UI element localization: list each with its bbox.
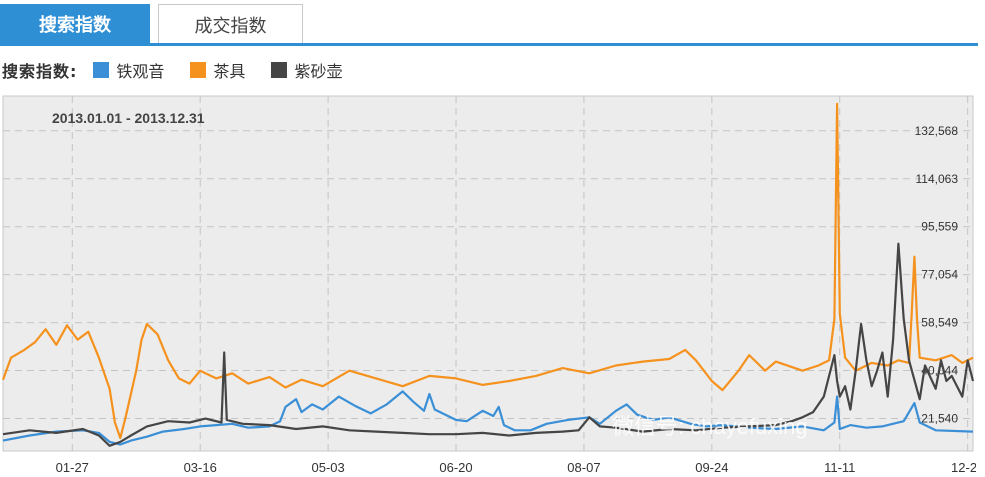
index-tab-bar: 搜索指数 成交指数 <box>0 0 978 46</box>
y-tick-label: 132,568 <box>915 124 959 138</box>
series-line-0 <box>2 390 974 446</box>
y-tick-label: 77,054 <box>921 268 958 282</box>
legend-item-zisha-teapot[interactable]: 紫砂壶 <box>271 58 342 82</box>
x-tick-label: 01-27 <box>56 460 89 475</box>
tab-transaction-index[interactable]: 成交指数 <box>158 4 303 44</box>
tab-underline <box>0 43 978 46</box>
search-index-chart: 21,540 40,044 58,549 77,054 95,559 114,063 132… <box>0 94 976 477</box>
x-tick-label: 06-20 <box>439 460 472 475</box>
y-tick-label: 114,063 <box>916 172 959 186</box>
x-tick-label: 03-16 <box>184 460 217 475</box>
x-tick-label: 08-07 <box>567 460 600 475</box>
x-tick-label: 09-24 <box>695 460 728 475</box>
legend-title: 搜索指数: <box>2 62 78 81</box>
legend-label-zisha-teapot: 紫砂壶 <box>294 62 343 81</box>
legend-swatch-tieguanyin <box>93 62 110 78</box>
tab-search-index[interactable]: 搜索指数 <box>0 4 150 44</box>
y-tick-label: 21,540 <box>921 412 958 426</box>
legend-swatch-tea-set <box>190 62 207 78</box>
legend-swatch-zisha-teapot <box>271 62 288 78</box>
legend-item-tea-set[interactable]: 茶具 <box>190 58 245 82</box>
watermark-text: 微信号: chayefuxing <box>612 414 808 439</box>
y-tick-label: 58,549 <box>921 316 958 330</box>
x-tick-label: 12-29 <box>951 460 976 475</box>
legend-item-tieguanyin[interactable]: 铁观音 <box>93 58 164 82</box>
plot-area <box>2 95 974 452</box>
legend-label-tea-set: 茶具 <box>213 62 246 81</box>
chart-date-range: 2013.01.01 - 2013.12.31 <box>52 110 205 126</box>
y-tick-label: 95,559 <box>921 220 958 234</box>
legend-label-tieguanyin: 铁观音 <box>116 62 165 81</box>
chart-svg: 21,54040,04458,54977,05495,559114,063132… <box>1 95 976 475</box>
x-tick-label: 05-03 <box>311 460 344 475</box>
series-line-1 <box>1 102 974 440</box>
chart-legend: 搜索指数: 铁观音 茶具 紫砂壶 <box>2 58 368 82</box>
series-line-2 <box>2 242 975 447</box>
x-tick-label: 11-11 <box>824 460 855 475</box>
